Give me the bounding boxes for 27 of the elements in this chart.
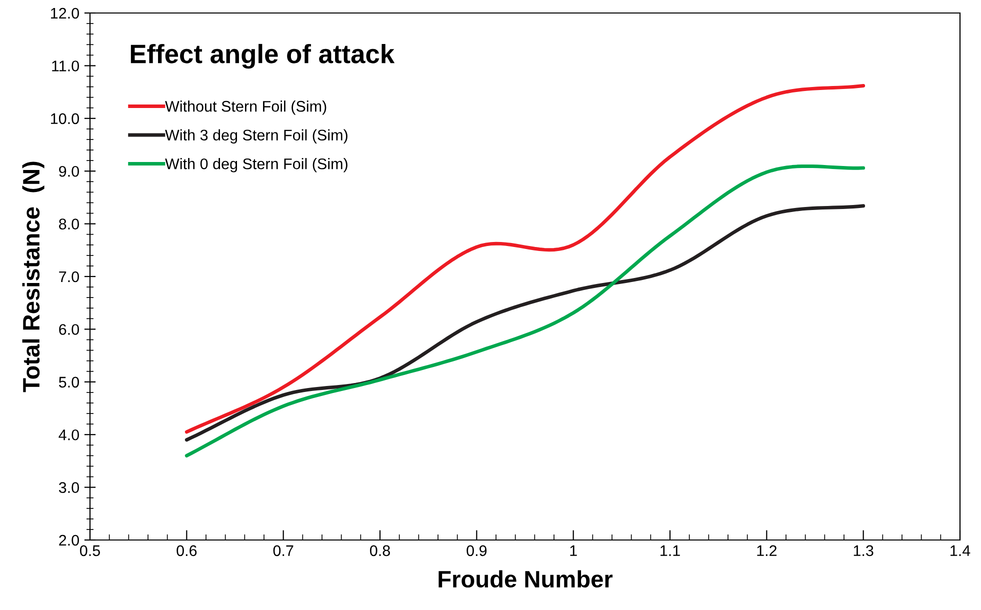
x-tick-label: 1.1 [660, 545, 680, 556]
y-tick-label: 2.0 [59, 534, 79, 546]
y-tick-label: 9.0 [59, 166, 79, 177]
y-tick-label: 6.0 [59, 324, 79, 335]
text: Effect angle of attack [130, 44, 395, 69]
y-tick-label: 8.0 [59, 218, 79, 230]
x-tick-label: 1.3 [854, 545, 874, 556]
y-axis-title: Total Resistance (N) [22, 162, 44, 392]
x-tick-label: 1 [570, 545, 577, 556]
y-tick-label: 5.0 [58, 376, 79, 388]
x-tick-label: 0.8 [370, 545, 390, 556]
x-axis-title: Froude Number [438, 570, 613, 588]
legend-label: With 3 deg Stern Foil (Sim) [165, 129, 348, 144]
x-tick-label: 0.6 [176, 545, 197, 556]
x-tick-label: 0.7 [273, 545, 294, 556]
x-tick-label: 1.2 [757, 545, 777, 556]
y-tick-label: 10.0 [51, 113, 79, 124]
legend-label: With 0 deg Stern Foil (Sim) [165, 158, 348, 172]
x-tick-label: 1.4 [950, 545, 970, 556]
y-tick-label: 4.0 [58, 429, 79, 440]
x-tick-label: 0.9 [466, 545, 487, 556]
y-tick-label: 12.0 [51, 8, 79, 19]
y-tick-label: 7.0 [59, 271, 79, 282]
y-tick-label: 3.0 [58, 482, 79, 493]
legend-label: Without Stern Foil (Sim) [165, 100, 326, 115]
y-tick-label: 11.0 [52, 60, 79, 72]
x-tick-label: 0.5 [80, 545, 100, 556]
